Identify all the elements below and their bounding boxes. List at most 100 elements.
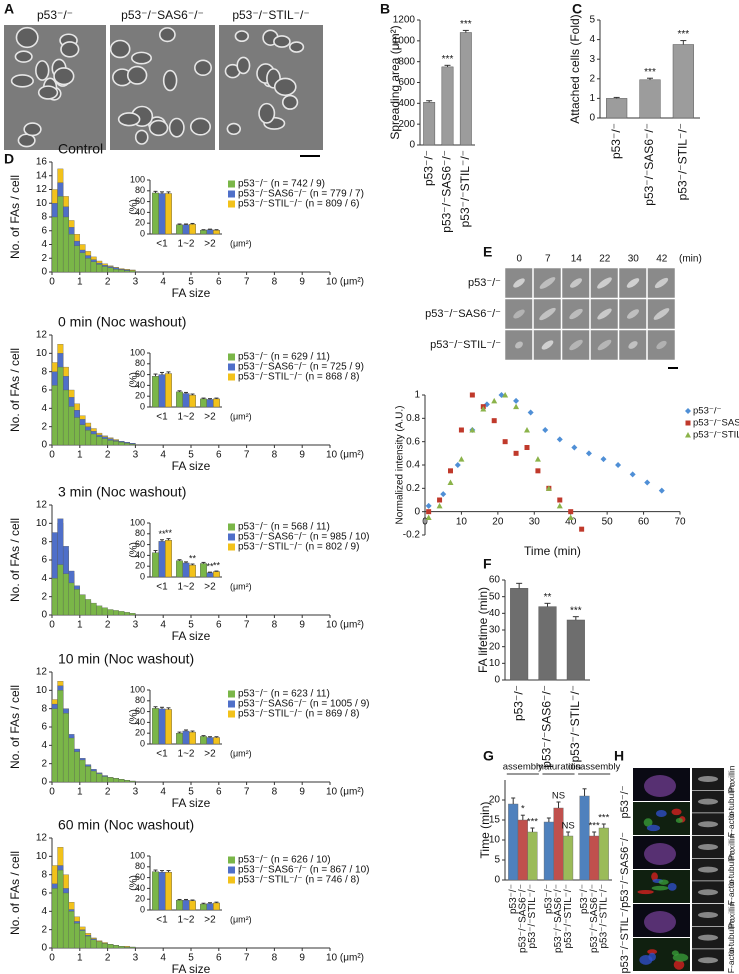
y-tick-label: 80 [135, 185, 145, 195]
y-tick-label: 80 [135, 358, 145, 368]
time-label: 22 [599, 254, 611, 265]
histogram-bar [79, 594, 86, 616]
stain-label: F-actin [726, 879, 736, 905]
x-unit: (μm²) [230, 748, 252, 758]
inset-bar [182, 393, 190, 408]
time-label: 42 [656, 254, 668, 265]
y-tick-label: 8 [41, 366, 47, 377]
data-point [491, 418, 497, 424]
cell-outline [148, 119, 169, 137]
bar [517, 819, 528, 881]
y-tick-label: 20 [135, 391, 145, 401]
x-tick-label: 1~2 [178, 915, 195, 926]
inset-bar [152, 871, 159, 911]
y-axis-label: No. of FAs / cell [8, 851, 22, 935]
adhesion-signal [627, 309, 639, 319]
x-tick-label: 9 [299, 277, 305, 288]
y-tick-label: 400 [398, 98, 415, 109]
chart-title: 60 min (Noc washout) [58, 817, 194, 833]
inset-bar [213, 398, 220, 408]
row-label: p53⁻/⁻SAS6⁻/⁻ [425, 308, 501, 320]
legend-marker [685, 432, 691, 438]
histogram-bar [124, 270, 130, 273]
histogram-bar [57, 690, 64, 783]
histogram-bar [51, 708, 58, 783]
histogram-bar [118, 946, 125, 949]
row-label: p53⁻/⁻SAS6⁻/⁻ [619, 832, 631, 908]
x-tick-label: 8 [272, 787, 278, 798]
histogram-bar [118, 269, 125, 273]
x-tick-label: 10 (μm²) [326, 620, 364, 631]
stain-label: Paxillin [726, 833, 736, 860]
x-tick-label: 9 [299, 620, 305, 631]
histogram-bar [129, 613, 136, 616]
inset-bar [182, 224, 190, 235]
significance: ** [213, 560, 221, 570]
histogram-bar [96, 264, 103, 273]
stain-label: α-tubulin [726, 785, 736, 818]
histogram-bar [124, 946, 130, 949]
adhesion-signal [656, 340, 667, 350]
y-tick-label: 0 [140, 738, 145, 748]
histogram-bar [101, 266, 108, 273]
y-tick-label: 40 [135, 550, 145, 560]
cell-outline [23, 122, 42, 137]
y-axis-label: (%) [129, 372, 140, 388]
stain-label: α-tubulin [726, 853, 736, 886]
inset-bar [182, 900, 190, 911]
y-tick-label: 2 [41, 591, 47, 602]
x-axis-label: Time (min) [524, 544, 581, 558]
cell-overview [644, 843, 676, 865]
merged-signal [647, 949, 658, 955]
adhesion-signal [515, 341, 523, 349]
histogram-bar [85, 430, 92, 446]
x-tick-label: 10 (μm²) [326, 953, 364, 964]
cell-outline [236, 56, 251, 75]
y-tick-label: 12 [36, 184, 48, 195]
inset-bar [206, 572, 214, 578]
histogram-bar [57, 869, 64, 949]
x-unit: (μm²) [230, 581, 252, 591]
x-axis-label: FA size [172, 962, 211, 974]
histogram-bar [129, 946, 136, 949]
y-tick-label: 6 [41, 722, 47, 733]
channel-signal [698, 957, 718, 964]
x-tick-label: 7 [244, 953, 250, 964]
x-tick-label: 9 [299, 450, 305, 461]
histogram-bar [57, 366, 64, 446]
histogram-bar [74, 245, 80, 273]
histogram-bar [101, 943, 108, 949]
time-unit: (min) [679, 254, 702, 265]
x-tick-label: p53⁻/⁻STIL⁻/⁻ [458, 150, 472, 227]
time-label: 30 [628, 254, 640, 265]
x-tick-label: 4 [160, 277, 166, 288]
x-tick-label: p53⁻/⁻STIL⁻/⁻ [598, 884, 609, 948]
inset-bar [206, 903, 214, 911]
inset-bar [176, 733, 183, 745]
inset-bar [176, 900, 183, 911]
histogram-bar [90, 261, 97, 273]
x-axis-label: FA size [172, 459, 211, 473]
legend-swatch [228, 523, 235, 531]
x-tick-label: p53⁻/⁻SAS6⁻/⁻ [589, 884, 600, 953]
data-point [534, 456, 541, 462]
inset-bar [158, 708, 166, 745]
y-tick-label: 8 [41, 212, 47, 223]
legend-label: p53⁻/⁻ (n = 568 / 11) [238, 522, 330, 533]
legend-swatch [228, 866, 235, 874]
cell-outline [60, 41, 80, 58]
histogram-bar [124, 612, 130, 616]
y-tick-label: 8 [41, 703, 47, 714]
inset-bar [176, 560, 183, 578]
cell-outline [162, 69, 178, 92]
x-tick-label: p53⁻/⁻ [508, 884, 519, 914]
group-label: maturation [536, 762, 581, 773]
cell-overview [644, 775, 676, 797]
y-tick-label: 15 [489, 815, 501, 826]
y-tick-label: 60 [135, 706, 145, 716]
y-tick-label: 6 [41, 555, 47, 566]
bar [538, 606, 557, 681]
y-tick-label: 5 [589, 15, 595, 26]
legend-label: p53⁻/⁻ (n = 629 / 11) [238, 352, 330, 363]
x-tick-label: 40 [565, 516, 577, 527]
